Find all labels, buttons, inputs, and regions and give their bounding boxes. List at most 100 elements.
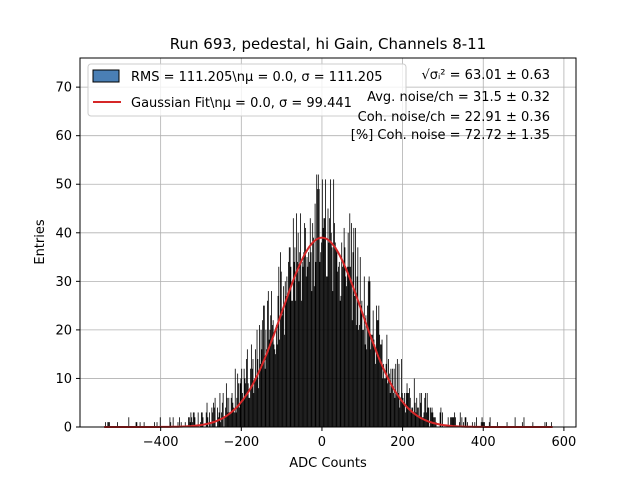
histogram-bar (311, 291, 313, 427)
histogram-bar (192, 412, 194, 427)
histogram-bar (292, 218, 294, 427)
histogram-bar (427, 407, 429, 427)
histogram-bar (194, 417, 196, 427)
annotation-avg-noise: Avg. noise/ch = 31.5 ± 0.32 (367, 90, 550, 105)
histogram-bar (301, 261, 303, 427)
histogram-bar (426, 393, 428, 427)
histogram-bar (309, 261, 310, 427)
histogram-bar (209, 412, 210, 427)
histogram-bar (275, 354, 276, 427)
histogram-bar (307, 266, 309, 427)
histogram-bar (304, 223, 306, 427)
histogram-bar (281, 315, 283, 427)
histogram-bar (296, 213, 297, 427)
histogram-bar (217, 417, 219, 427)
histogram-bar (450, 417, 451, 427)
histogram-bar (235, 412, 237, 427)
histogram-bar (367, 281, 369, 427)
histogram-bar (337, 271, 339, 427)
histogram-bar (371, 334, 373, 427)
histogram-bar (330, 232, 332, 427)
histogram-bar (347, 232, 349, 427)
histogram-bar (325, 179, 326, 427)
histogram-bar (184, 422, 186, 427)
histogram-bar (214, 397, 216, 427)
histogram-bar (455, 417, 456, 427)
histogram-bar (286, 276, 288, 427)
histogram-bar (385, 363, 387, 427)
histogram-bar (213, 402, 214, 427)
histogram-bar (348, 266, 350, 427)
histogram-bar (439, 412, 441, 427)
histogram-bar (246, 349, 248, 427)
histogram-bar (341, 242, 343, 427)
histogram-bar (135, 422, 137, 427)
histogram-bar (313, 237, 314, 427)
histogram-bar (192, 422, 193, 427)
histogram-bar (356, 276, 358, 427)
histogram-bar (320, 252, 322, 427)
histogram-bar (201, 412, 203, 427)
histogram-bar (272, 320, 274, 427)
histogram-bar (389, 393, 391, 427)
histogram-bar (474, 422, 476, 427)
histogram-bar (355, 227, 356, 427)
histogram-bar (416, 397, 418, 427)
x-tick-label: 200 (390, 435, 415, 450)
histogram-bar (363, 329, 364, 427)
annotation-coh-noise: Coh. noise/ch = 22.91 ± 0.36 (358, 110, 550, 125)
histogram-bar (404, 393, 406, 427)
histogram-bar (379, 334, 381, 427)
chart-title: Run 693, pedestal, hi Gain, Channels 8-1… (170, 35, 486, 53)
y-tick-label: 0 (64, 421, 72, 436)
histogram-bar (193, 412, 195, 427)
histogram-bar (299, 252, 301, 427)
histogram-bar (159, 417, 161, 427)
histogram-bar (388, 359, 389, 427)
legend-label-histogram: RMS = 111.205\nμ = 0.0, σ = 111.205 (131, 70, 383, 85)
histogram-bar (252, 359, 254, 427)
histogram-bar (464, 417, 466, 427)
histogram-bar (209, 422, 211, 427)
histogram-bar (117, 422, 118, 427)
histogram-bar (280, 252, 281, 427)
histogram-bar (367, 305, 368, 427)
histogram-bar (288, 261, 289, 427)
legend-box (87, 63, 407, 117)
histogram-bar (271, 325, 273, 427)
histogram-bar (294, 247, 296, 427)
histogram-bar (342, 266, 343, 427)
histogram-bar (471, 422, 473, 427)
histogram-bar (401, 393, 403, 427)
histogram-bars (105, 174, 552, 427)
histogram-bar (189, 422, 191, 427)
histogram-bar (358, 329, 360, 427)
histogram-bar (412, 407, 414, 427)
histogram-bar (315, 261, 317, 427)
histogram-bar (368, 276, 370, 427)
histogram-bar (107, 422, 109, 427)
histogram-bar (321, 242, 322, 427)
x-tick-label: −400 (143, 435, 179, 450)
histogram-bar (413, 378, 415, 427)
histogram-bar (177, 422, 179, 427)
histogram-bar (420, 402, 422, 427)
histogram-bar (288, 247, 290, 427)
x-axis-label: ADC Counts (289, 456, 367, 471)
histogram-bar (334, 242, 336, 427)
histogram-bar (211, 407, 213, 427)
histogram-bar (350, 223, 352, 427)
histogram-bar (399, 407, 401, 427)
histogram-bar (289, 247, 291, 427)
histogram-bar (191, 417, 193, 427)
histogram-bar (432, 412, 434, 427)
histogram-bar (395, 363, 397, 427)
histogram-bar (405, 412, 406, 427)
histogram-bar (253, 393, 255, 427)
histogram-bar (306, 257, 308, 427)
histogram-bar (287, 295, 289, 427)
histogram-bar (156, 422, 158, 427)
histogram-bar (463, 422, 464, 427)
histogram-bar (451, 417, 453, 427)
